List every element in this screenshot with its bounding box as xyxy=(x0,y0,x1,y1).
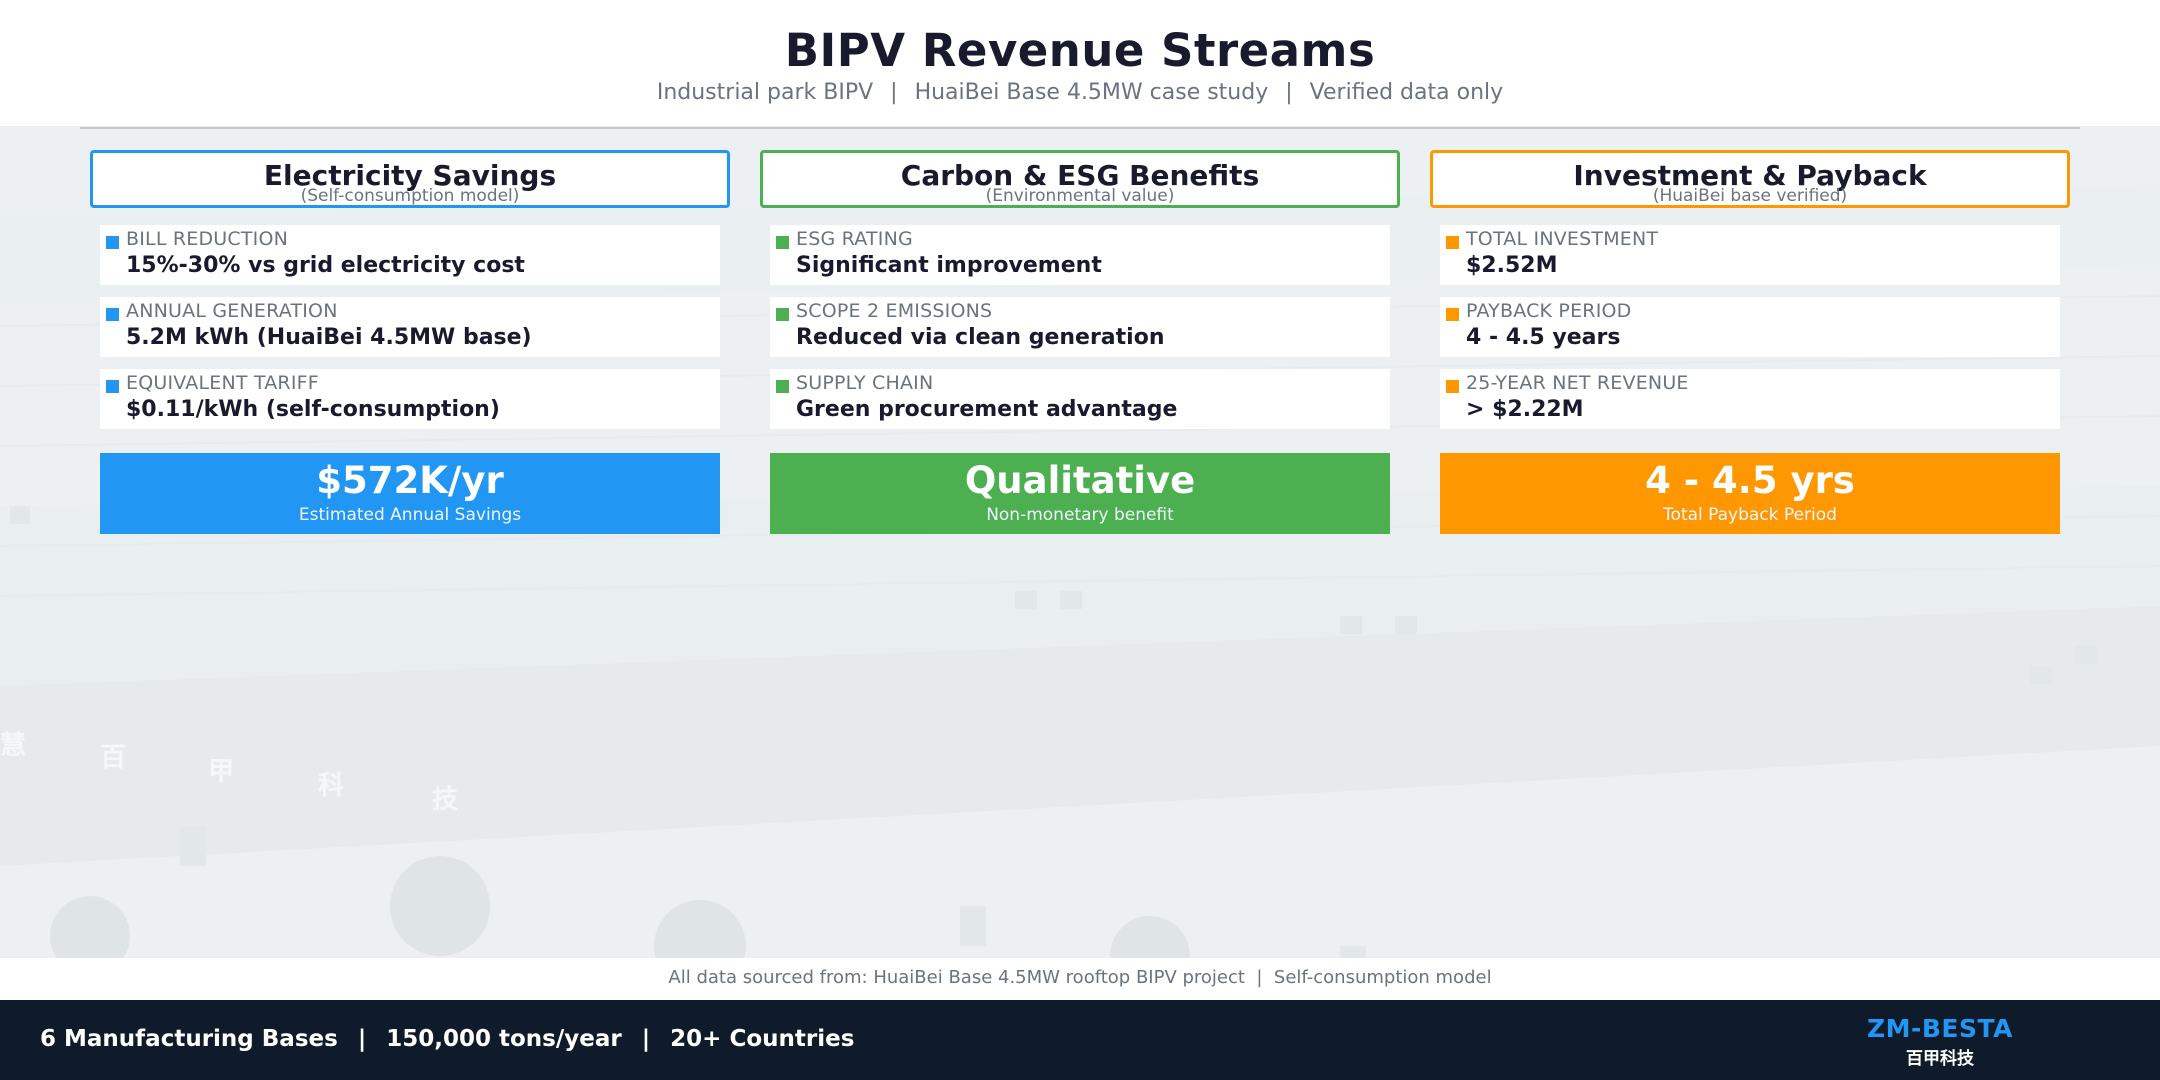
metric-card: ESG RATING Significant improvement xyxy=(770,225,1390,285)
header: BIPV Revenue Streams Industrial park BIP… xyxy=(0,0,2160,126)
column-header: Electricity Savings (Self-consumption mo… xyxy=(90,150,730,208)
metric-list: TOTAL INVESTMENT $2.52M PAYBACK PERIOD 4… xyxy=(1440,225,2060,429)
subtitle-part: HuaiBei Base 4.5MW case study xyxy=(914,80,1269,105)
metric-label: ANNUAL GENERATION xyxy=(126,300,338,322)
source-note-text: All data sourced from: HuaiBei Base 4.5M… xyxy=(668,967,1492,988)
footer-stat: 20+ Countries xyxy=(670,1026,855,1052)
metric-card: SCOPE 2 EMISSIONS Reduced via clean gene… xyxy=(770,297,1390,357)
metric-card: ANNUAL GENERATION 5.2M kWh (HuaiBei 4.5M… xyxy=(100,297,720,357)
summary-value: $572K/yr xyxy=(316,459,504,502)
metric-card: 25-YEAR NET REVENUE > $2.22M xyxy=(1440,369,2060,429)
summary-banner: 4 - 4.5 yrs Total Payback Period xyxy=(1440,453,2060,534)
page-title: BIPV Revenue Streams xyxy=(784,24,1376,77)
summary-value: 4 - 4.5 yrs xyxy=(1645,459,1855,502)
page-subtitle: Industrial park BIPV | HuaiBei Base 4.5M… xyxy=(0,80,2160,105)
column-title: Investment & Payback xyxy=(1573,159,1927,192)
summary-caption: Estimated Annual Savings xyxy=(298,505,522,525)
summary-banner: Qualitative Non-monetary benefit xyxy=(770,453,1390,534)
square-bullet-icon xyxy=(776,308,789,321)
summary-banner: $572K/yr Estimated Annual Savings xyxy=(100,453,720,534)
summary-caption: Non-monetary benefit xyxy=(986,505,1174,525)
metric-label: PAYBACK PERIOD xyxy=(1466,300,1632,322)
square-bullet-icon xyxy=(1446,308,1459,321)
metric-card: EQUIVALENT TARIFF $0.11/kWh (self-consum… xyxy=(100,369,720,429)
subtitle-separator: | xyxy=(1285,80,1293,105)
metric-label: SCOPE 2 EMISSIONS xyxy=(796,300,993,322)
metric-card: PAYBACK PERIOD 4 - 4.5 years xyxy=(1440,297,2060,357)
summary-caption: Total Payback Period xyxy=(1663,505,1837,525)
metric-value: Green procurement advantage xyxy=(796,397,1178,422)
metric-label: ESG RATING xyxy=(796,228,913,250)
header-divider xyxy=(80,127,2080,129)
metric-label: 25-YEAR NET REVENUE xyxy=(1466,372,1689,394)
metric-card: TOTAL INVESTMENT $2.52M xyxy=(1440,225,2060,285)
footer-stats: 6 Manufacturing Bases | 150,000 tons/yea… xyxy=(40,1026,854,1052)
metric-value: > $2.22M xyxy=(1466,397,1584,422)
column-title: Carbon & ESG Benefits xyxy=(900,159,1260,192)
column-electricity-savings: Electricity Savings (Self-consumption mo… xyxy=(90,150,730,534)
metric-label: TOTAL INVESTMENT xyxy=(1466,228,1659,250)
subtitle-part: Industrial park BIPV xyxy=(656,80,874,105)
subtitle-part: Verified data only xyxy=(1309,80,1504,105)
footer-separator: | xyxy=(357,1026,367,1052)
metric-value: 5.2M kWh (HuaiBei 4.5MW base) xyxy=(126,325,532,350)
column-title: Electricity Savings xyxy=(263,159,557,192)
square-bullet-icon xyxy=(1446,236,1459,249)
square-bullet-icon xyxy=(776,236,789,249)
metric-card: SUPPLY CHAIN Green procurement advantage xyxy=(770,369,1390,429)
column-subtitle: (Environmental value) xyxy=(985,186,1175,206)
column-header: Carbon & ESG Benefits (Environmental val… xyxy=(760,150,1400,208)
metric-value: $0.11/kWh (self-consumption) xyxy=(126,397,500,422)
subtitle-separator: | xyxy=(890,80,898,105)
metric-value: Significant improvement xyxy=(796,253,1102,278)
metric-list: ESG RATING Significant improvement SCOPE… xyxy=(770,225,1390,429)
metric-label: BILL REDUCTION xyxy=(126,228,289,250)
brand-logo: ZM-BESTA 百甲科技 xyxy=(1860,1014,2020,1069)
brand-chinese-name: 百甲科技 xyxy=(1906,1049,1974,1069)
column-carbon-esg: Carbon & ESG Benefits (Environmental val… xyxy=(760,150,1400,534)
footer: 6 Manufacturing Bases | 150,000 tons/yea… xyxy=(0,1000,2160,1080)
footer-stat: 6 Manufacturing Bases xyxy=(40,1026,338,1052)
square-bullet-icon xyxy=(1446,380,1459,393)
square-bullet-icon xyxy=(106,308,119,321)
column-subtitle: (Self-consumption model) xyxy=(300,186,520,206)
metric-label: SUPPLY CHAIN xyxy=(796,372,934,394)
square-bullet-icon xyxy=(106,380,119,393)
footer-stat: 150,000 tons/year xyxy=(386,1026,622,1052)
metric-value: $2.52M xyxy=(1466,253,1558,278)
metric-card: BILL REDUCTION 15%-30% vs grid electrici… xyxy=(100,225,720,285)
metric-value: Reduced via clean generation xyxy=(796,325,1165,350)
brand-name: ZM-BESTA xyxy=(1867,1014,2013,1043)
column-investment-payback: Investment & Payback (HuaiBei base verif… xyxy=(1430,150,2070,534)
footer-separator: | xyxy=(641,1026,651,1052)
metric-value: 15%-30% vs grid electricity cost xyxy=(126,253,525,278)
square-bullet-icon xyxy=(776,380,789,393)
column-header: Investment & Payback (HuaiBei base verif… xyxy=(1430,150,2070,208)
column-subtitle: (HuaiBei base verified) xyxy=(1652,186,1848,206)
source-note: All data sourced from: HuaiBei Base 4.5M… xyxy=(0,958,2160,1000)
metric-list: BILL REDUCTION 15%-30% vs grid electrici… xyxy=(100,225,720,429)
metric-label: EQUIVALENT TARIFF xyxy=(126,372,319,394)
square-bullet-icon xyxy=(106,236,119,249)
summary-value: Qualitative xyxy=(964,459,1196,502)
metric-value: 4 - 4.5 years xyxy=(1466,325,1621,350)
